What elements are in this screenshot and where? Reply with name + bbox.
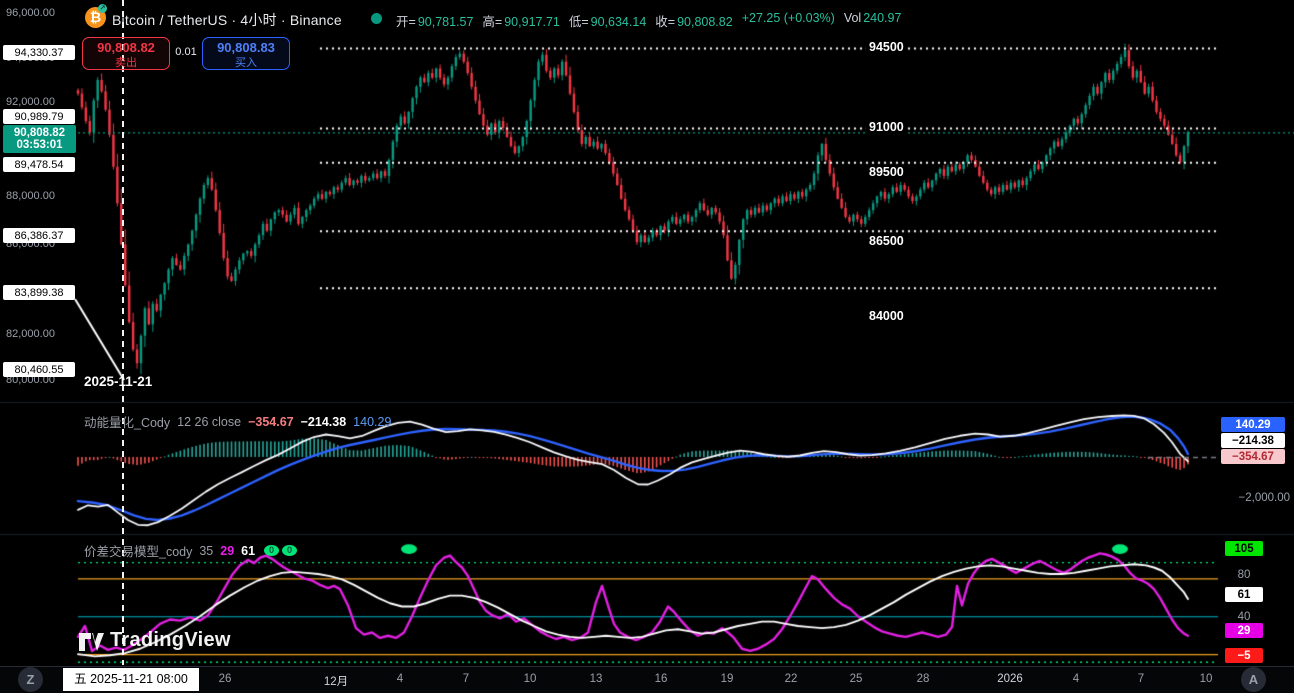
symbol-title[interactable]: Bitcoin / TetherUS · 4小时 · Binance bbox=[112, 12, 342, 28]
open-label: 开= bbox=[396, 15, 416, 29]
annotation-date: 2025-11-21 bbox=[84, 374, 153, 389]
spread-signal-count-1: 0 bbox=[264, 545, 280, 556]
adjust-button[interactable]: A bbox=[1241, 667, 1266, 692]
momentum-indicator-name: 动能量化_Cody bbox=[84, 416, 171, 430]
crosshair-date-label: 五 2025-11-21 08:00 bbox=[63, 668, 199, 691]
time-axis-tick: 2026 bbox=[997, 673, 1023, 685]
market-status-icon bbox=[371, 13, 382, 24]
buy-price: 90,808.83 bbox=[217, 40, 275, 55]
sell-price: 90,808.82 bbox=[97, 40, 155, 55]
time-axis-tick: 10 bbox=[523, 673, 537, 685]
vol-value: 240.97 bbox=[863, 11, 902, 25]
time-axis-tick: 4 bbox=[396, 673, 404, 685]
time-axis-tick: 10 bbox=[1199, 673, 1213, 685]
timezone-button[interactable]: Z bbox=[18, 667, 43, 692]
time-axis-tick: 28 bbox=[916, 673, 930, 685]
tradingview-logo: TradingView bbox=[78, 628, 231, 652]
spread-fast-readout: 29 bbox=[220, 543, 235, 558]
time-axis-tick: 22 bbox=[784, 673, 798, 685]
time-axis[interactable] bbox=[0, 666, 1294, 693]
time-axis-tick: 13 bbox=[589, 673, 603, 685]
spread-pane-title[interactable]: 价差交易模型_cody 35 29 61 0 0 bbox=[84, 541, 298, 560]
low-label: 低= bbox=[568, 15, 589, 29]
time-axis-tick: 25 bbox=[849, 673, 863, 685]
change-value: +27.25 (+0.03%) bbox=[741, 11, 835, 25]
time-axis-tick: 26 bbox=[218, 673, 232, 685]
ohlc-readout: 开= 90,781.57 高= 90,917.71 低= 90,634.14 收= 90… bbox=[396, 11, 901, 30]
low-value: 90,634.14 bbox=[590, 15, 647, 29]
spread-indicator-params: 35 bbox=[199, 543, 214, 558]
momentum-pane-title[interactable]: 动能量化_Cody 12 26 close −354.67 −214.38 14… bbox=[84, 412, 391, 431]
time-axis-tick: 16 bbox=[654, 673, 668, 685]
time-axis-tick: 7 bbox=[1137, 673, 1145, 685]
spread-indicator-name: 价差交易模型_cody bbox=[84, 545, 193, 559]
buy-button[interactable]: 90,808.83 买入 bbox=[202, 37, 290, 70]
spread-value: 0.01 bbox=[175, 46, 197, 58]
close-value: 90,808.82 bbox=[677, 15, 733, 29]
close-label: 收= bbox=[655, 15, 676, 29]
spread-slow-readout: 61 bbox=[241, 543, 256, 558]
momentum-signal-readout: 140.29 bbox=[353, 414, 392, 429]
high-label: 高= bbox=[482, 15, 503, 29]
time-axis-tick: 4 bbox=[1072, 673, 1080, 685]
time-axis-tick: 12月 bbox=[323, 676, 349, 688]
sell-button[interactable]: 90,808.82 卖出 bbox=[82, 37, 170, 70]
buy-label: 买入 bbox=[235, 57, 257, 69]
sell-label: 卖出 bbox=[115, 57, 137, 69]
spread-signal-count-2: 0 bbox=[282, 545, 298, 556]
tradingview-logo-icon bbox=[79, 633, 104, 651]
vol-label: Vol bbox=[843, 11, 862, 25]
time-axis-tick: 19 bbox=[720, 673, 734, 685]
tradingview-logo-text: TradingView bbox=[110, 628, 231, 651]
open-value: 90,781.57 bbox=[417, 15, 474, 29]
momentum-macd-readout: −214.38 bbox=[300, 414, 347, 429]
momentum-indicator-params: 12 26 close bbox=[177, 414, 242, 429]
exchange-arrow-icon: ↗ bbox=[98, 4, 107, 13]
high-value: 90,917.71 bbox=[504, 15, 560, 29]
time-axis-tick: 7 bbox=[462, 673, 470, 685]
momentum-hist-readout: −354.67 bbox=[248, 414, 294, 429]
crosshair-vline bbox=[122, 0, 124, 665]
